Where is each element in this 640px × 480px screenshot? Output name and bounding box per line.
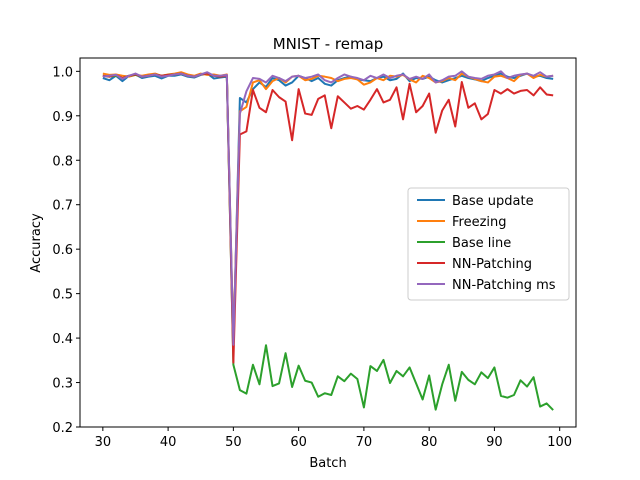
plot-series: [102, 70, 554, 411]
x-tick-label: 70: [356, 435, 373, 450]
chart-title: MNIST - remap: [273, 35, 384, 53]
legend-label-0: Base update: [452, 194, 534, 209]
y-tick-label: 0.9: [52, 110, 73, 125]
series-line-4: [102, 70, 554, 346]
x-tick-label: 50: [225, 435, 242, 450]
legend: Base update Freezing Base line NN-Patching N…: [407, 187, 570, 301]
axes: 30 40 50 60 70 80 90 100 0.2 0.3 0.4 0.5 0.6 0.7 0.8 0.…: [52, 57, 577, 450]
y-tick-label: 0.5: [52, 288, 73, 303]
x-axis-label: Batch: [309, 456, 346, 471]
y-axis-label: Accuracy: [29, 213, 44, 273]
y-tick-label: 1.0: [52, 65, 73, 80]
legend-box: [407, 187, 570, 301]
y-tick-label: 0.8: [52, 154, 73, 169]
legend-label-3: NN-Patching: [452, 257, 532, 272]
x-tick-label: 30: [95, 435, 112, 450]
plot-frame: [79, 57, 577, 428]
x-tick-label: 60: [290, 435, 307, 450]
y-tick-label: 0.6: [52, 243, 73, 258]
x-tick-label: 80: [421, 435, 438, 450]
series-line-1: [102, 71, 554, 344]
legend-label-4: NN-Patching ms: [452, 278, 556, 293]
y-tick-label: 0.7: [52, 199, 73, 214]
y-tick-label: 0.2: [52, 421, 73, 436]
x-tick-label: 100: [547, 435, 572, 450]
legend-label-1: Freezing: [452, 215, 507, 230]
x-tick-label: 90: [486, 435, 503, 450]
x-tick-label: 40: [160, 435, 177, 450]
y-tick-label: 0.3: [52, 377, 73, 392]
legend-label-2: Base line: [452, 236, 511, 251]
y-tick-label: 0.4: [52, 332, 73, 347]
